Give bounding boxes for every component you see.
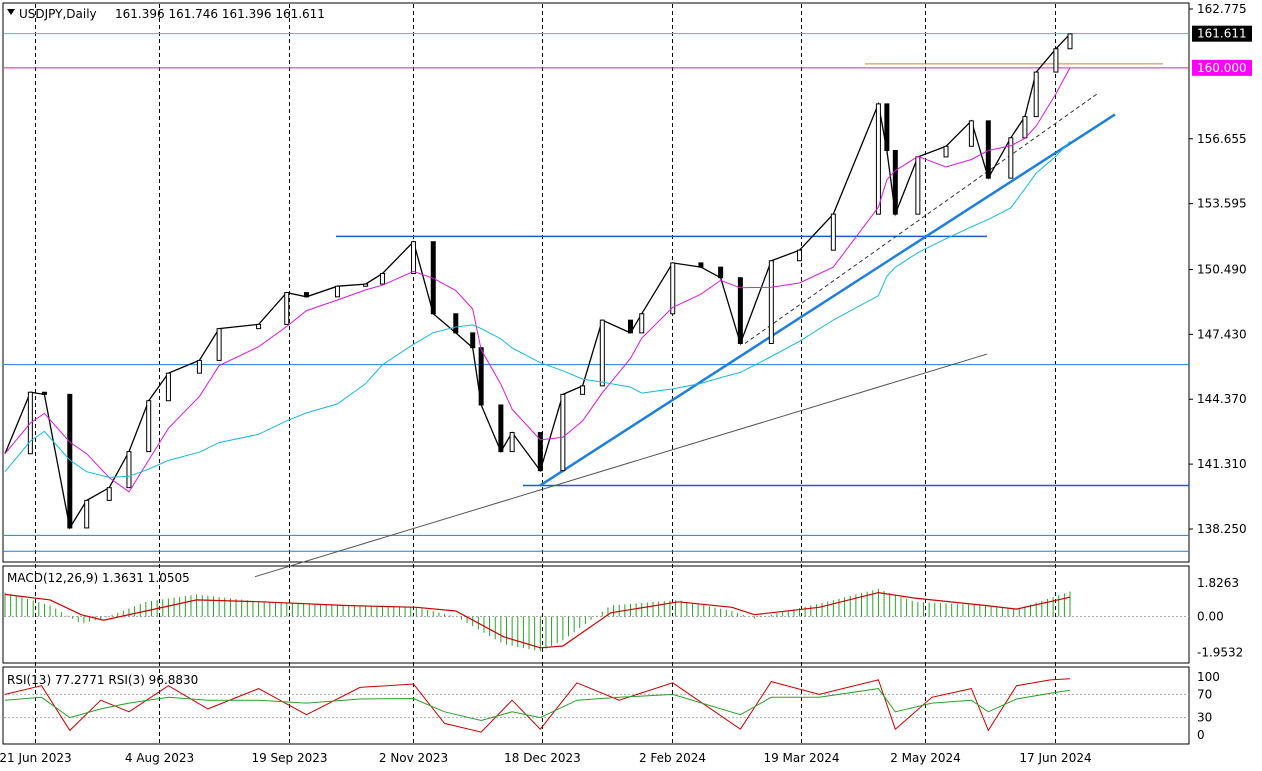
candle-10 xyxy=(216,328,222,361)
candle-29 xyxy=(639,313,645,334)
macd-tick-2: -1.9532 xyxy=(1197,645,1243,659)
macd-indicator: 1.8263 0.00 -1.9532 xyxy=(4,576,1243,659)
rsi-panel xyxy=(2,666,1190,745)
candle-32 xyxy=(718,266,724,279)
candle-44 xyxy=(1008,137,1014,179)
date-tick-3: 2 Nov 2023 xyxy=(379,751,448,765)
candle-17 xyxy=(411,241,417,275)
date-tick-7: 2 May 2024 xyxy=(890,751,961,765)
price-tick-6: 141.310 xyxy=(1197,457,1247,471)
date-tick-4: 18 Dec 2023 xyxy=(504,751,581,765)
date-axis: 21 Jun 2023 4 Aug 2023 19 Sep 2023 2 Nov 20… xyxy=(0,751,1092,765)
ma-fast-line xyxy=(4,67,1071,493)
candle-7 xyxy=(146,400,152,453)
candle-34 xyxy=(768,260,774,344)
rsi-indicator: 100 70 30 0 xyxy=(4,670,1220,742)
candle-45 xyxy=(1022,116,1028,139)
candle-24 xyxy=(537,432,543,472)
candle-19 xyxy=(453,313,459,334)
candle-48 xyxy=(1067,33,1073,50)
candle-22 xyxy=(498,404,504,453)
candle-38 xyxy=(884,103,890,152)
rsi-tick-2: 30 xyxy=(1197,711,1212,725)
candle-28 xyxy=(627,319,633,334)
rsi-13-line xyxy=(4,688,1071,722)
rsi-tick-1: 70 xyxy=(1197,687,1212,701)
date-tick-5: 2 Feb 2024 xyxy=(639,751,706,765)
rsi-tick-3: 0 xyxy=(1197,728,1205,742)
uptrend-line xyxy=(539,113,1116,487)
symbol-label: USDJPY,Daily xyxy=(19,7,97,21)
date-tick-8: 17 Jun 2024 xyxy=(1019,751,1091,765)
price-axis: 162.775 156.655 153.595 150.490 147.430 144.3… xyxy=(1189,2,1252,536)
date-tick-0: 21 Jun 2023 xyxy=(0,751,72,765)
candle-16 xyxy=(380,273,386,285)
current-price-box xyxy=(1192,25,1252,42)
candle-23 xyxy=(509,432,515,453)
vertical-gridlines xyxy=(35,4,1056,744)
candle-20 xyxy=(470,332,476,349)
candle-26 xyxy=(580,385,586,395)
candle-40 xyxy=(915,156,921,215)
candle-31 xyxy=(698,262,704,268)
price-tick-0: 162.775 xyxy=(1197,2,1247,16)
candle-46 xyxy=(1033,71,1039,118)
long-trend-line xyxy=(254,353,988,578)
candle-8 xyxy=(165,372,171,402)
candle-12 xyxy=(284,292,290,325)
candle-47 xyxy=(1053,48,1059,73)
candle-4 xyxy=(84,499,90,529)
candle-21 xyxy=(478,347,484,406)
macd-tick-0: 1.8263 xyxy=(1197,576,1239,590)
date-tick-1: 4 Aug 2023 xyxy=(125,751,194,765)
ohlc-values: 161.396 161.746 161.396 161.611 xyxy=(115,7,325,21)
candle-33 xyxy=(737,277,743,344)
price-tick-7: 138.250 xyxy=(1197,522,1247,536)
macd-panel xyxy=(2,565,1190,664)
candle-11 xyxy=(256,323,262,330)
candle-37 xyxy=(875,103,881,215)
candle-43 xyxy=(985,120,991,179)
price-series xyxy=(4,33,1073,530)
macd-signal-line xyxy=(4,591,1071,649)
candle-39 xyxy=(892,150,898,215)
price-tick-5: 144.370 xyxy=(1197,392,1247,406)
candle-35 xyxy=(797,249,803,262)
key-level-box xyxy=(1192,59,1252,76)
date-tick-6: 19 Mar 2024 xyxy=(763,751,839,765)
price-tick-2: 153.595 xyxy=(1197,197,1247,211)
price-tick-3: 150.490 xyxy=(1197,262,1247,276)
candle-6 xyxy=(126,451,132,489)
candle-2 xyxy=(41,391,47,395)
candle-13 xyxy=(303,292,309,298)
candle-27 xyxy=(599,319,605,387)
price-overlays xyxy=(4,33,1189,578)
price-tick-4: 147.430 xyxy=(1197,327,1247,341)
channel-line xyxy=(744,92,1099,344)
price-tick-1: 156.655 xyxy=(1197,132,1247,146)
candle-5 xyxy=(106,487,112,501)
date-tick-2: 19 Sep 2023 xyxy=(251,751,327,765)
current-price-label: 161.611 xyxy=(1197,27,1247,41)
candle-14 xyxy=(334,285,340,298)
macd-label: MACD(12,26,9) 1.3631 1.0505 xyxy=(7,571,190,585)
key-level-label: 160.000 xyxy=(1197,61,1247,75)
candle-15 xyxy=(363,283,369,287)
rsi-label: RSI(13) 77.2771 RSI(3) 96.8830 xyxy=(7,673,198,687)
ma-slow-line xyxy=(4,140,1071,478)
candle-41 xyxy=(943,145,949,158)
rsi-tick-0: 100 xyxy=(1197,670,1220,684)
price-panel xyxy=(2,2,1190,563)
candle-9 xyxy=(196,359,202,374)
candle-25 xyxy=(560,393,566,472)
candle-42 xyxy=(968,120,974,147)
rsi-3-line xyxy=(4,678,1071,733)
macd-tick-1: 0.00 xyxy=(1197,610,1224,624)
dropdown-triangle-icon[interactable] xyxy=(7,9,15,15)
candle-36 xyxy=(830,213,836,251)
candle-30 xyxy=(670,262,676,315)
